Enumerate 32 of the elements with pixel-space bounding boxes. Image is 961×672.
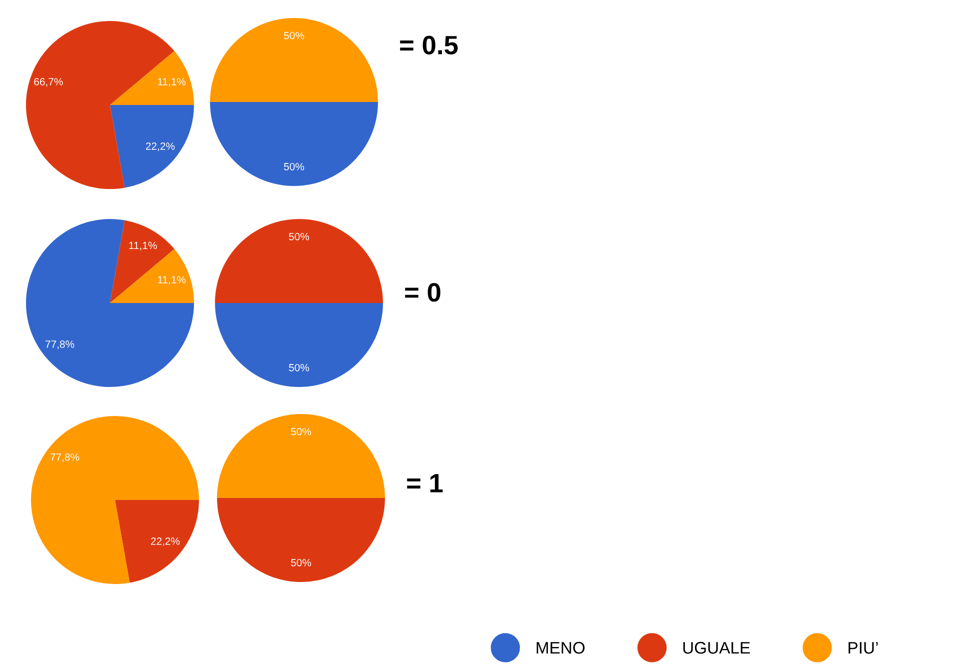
pie-slice bbox=[215, 219, 383, 303]
legend-label: UGUALE bbox=[683, 642, 750, 654]
pie-slice bbox=[26, 219, 194, 387]
text: = 0.5 bbox=[400, 36, 458, 54]
text: = 0 bbox=[405, 282, 440, 302]
data-label: 22,2% bbox=[150, 538, 180, 546]
pie-slice bbox=[210, 18, 378, 102]
data-label: 50% bbox=[288, 232, 310, 240]
data-label: 11,1% bbox=[158, 78, 186, 87]
data-label: 50% bbox=[288, 364, 310, 372]
pie-slice bbox=[210, 102, 378, 186]
data-label: 50% bbox=[290, 558, 312, 566]
data-label: 66,7% bbox=[34, 78, 63, 87]
data-label: 77,8% bbox=[50, 453, 80, 462]
data-label: 50% bbox=[284, 162, 304, 170]
pie-slice bbox=[115, 500, 199, 583]
data-label: 11,1% bbox=[129, 242, 157, 250]
pie-slice bbox=[31, 416, 199, 584]
pie-slice bbox=[217, 414, 385, 498]
pie-slice bbox=[110, 51, 194, 105]
legend-label: PIU’ bbox=[848, 642, 878, 654]
data-label: 11,1% bbox=[158, 276, 186, 285]
pie-slice bbox=[217, 498, 385, 582]
text: = 1 bbox=[407, 474, 443, 492]
data-label: 22,2% bbox=[146, 142, 175, 152]
data-label: 77,8% bbox=[46, 340, 74, 350]
legend-label: MENO bbox=[536, 642, 585, 654]
data-label: 50% bbox=[290, 428, 312, 436]
data-label: 50% bbox=[284, 32, 304, 40]
pie-slice bbox=[215, 303, 383, 387]
pie-slice bbox=[110, 249, 194, 303]
pie-slice bbox=[110, 105, 194, 188]
